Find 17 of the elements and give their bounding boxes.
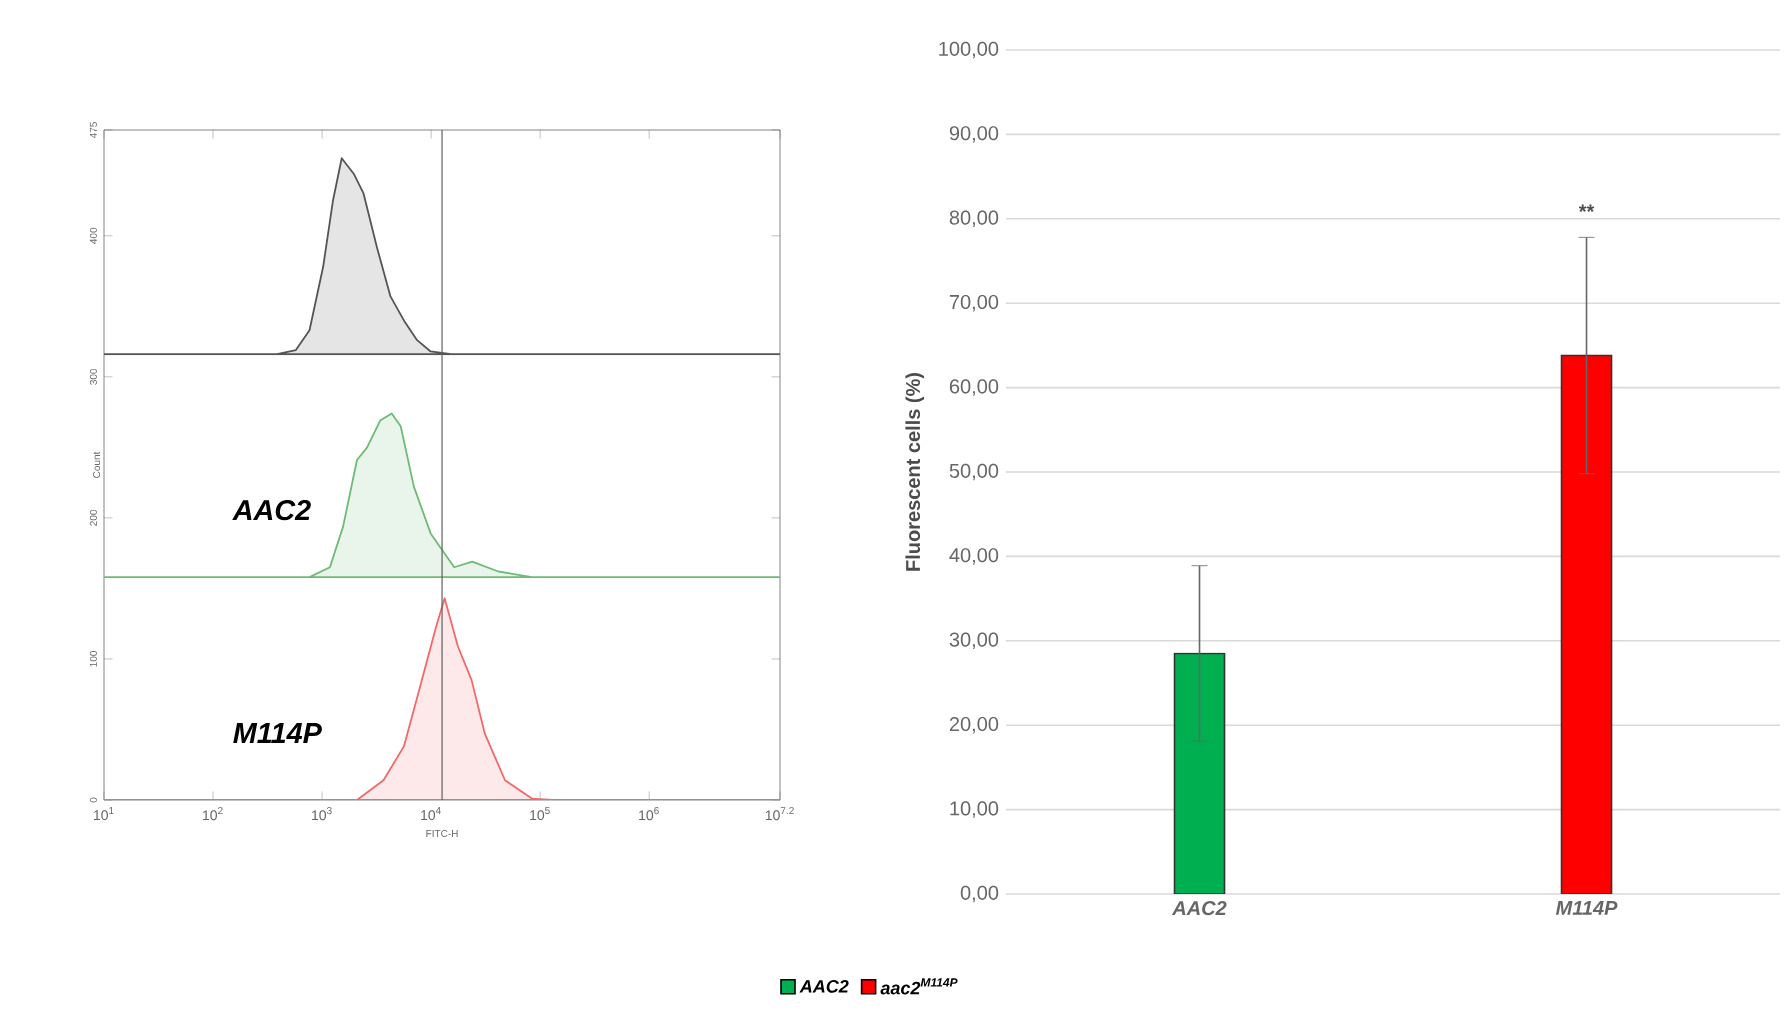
y-tick-label: 70,00 bbox=[949, 294, 999, 312]
y-tick-label: 0,00 bbox=[960, 885, 999, 903]
y-tick-label: 40,00 bbox=[949, 548, 999, 565]
y-tick-label: 50,00 bbox=[949, 463, 999, 481]
legend-label: aac2$^{M114P}$ bbox=[880, 978, 958, 995]
y-tick-label: 30,00 bbox=[949, 632, 999, 650]
annotation: ** bbox=[1578, 204, 1595, 212]
y-tick-label: 60,00 bbox=[949, 379, 999, 396]
y-tick-label: 20,00 bbox=[949, 716, 999, 734]
y-tick-label: 80,00 bbox=[949, 210, 999, 228]
series-label: M114P bbox=[233, 723, 322, 743]
y-tick-label: 90,00 bbox=[949, 126, 999, 143]
y-tick-label: 10,00 bbox=[950, 801, 999, 818]
legend-label: AAC2 bbox=[799, 980, 849, 993]
y-tick-label: 100,00 bbox=[939, 41, 999, 59]
series-label: AAC2 bbox=[232, 499, 311, 521]
y-axis-title: Fluorescent cells (%) bbox=[905, 372, 925, 571]
